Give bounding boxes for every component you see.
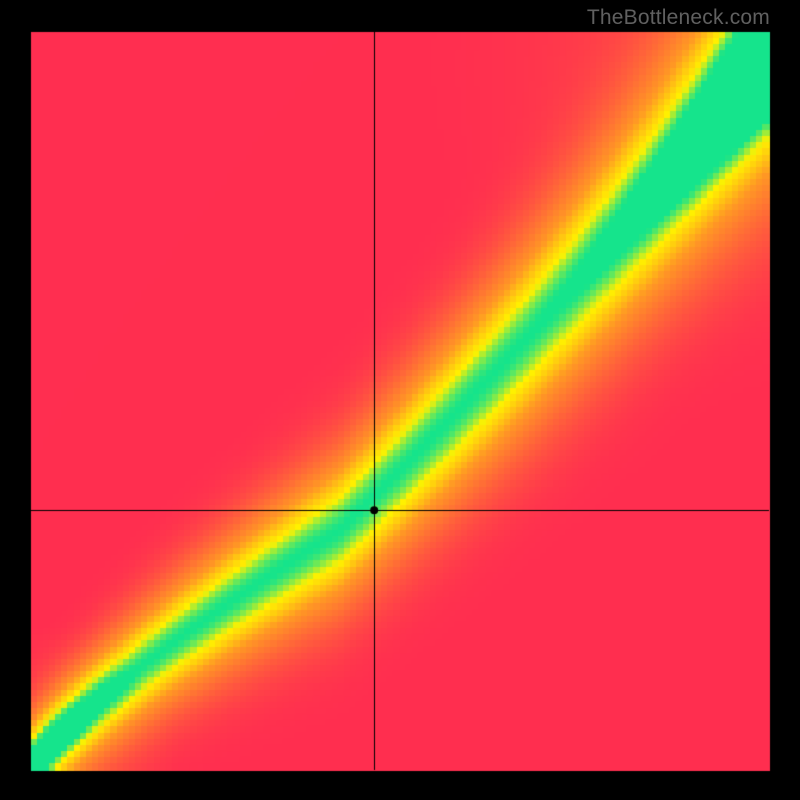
watermark-text: TheBottleneck.com [587, 6, 770, 30]
bottleneck-heatmap [0, 0, 800, 800]
